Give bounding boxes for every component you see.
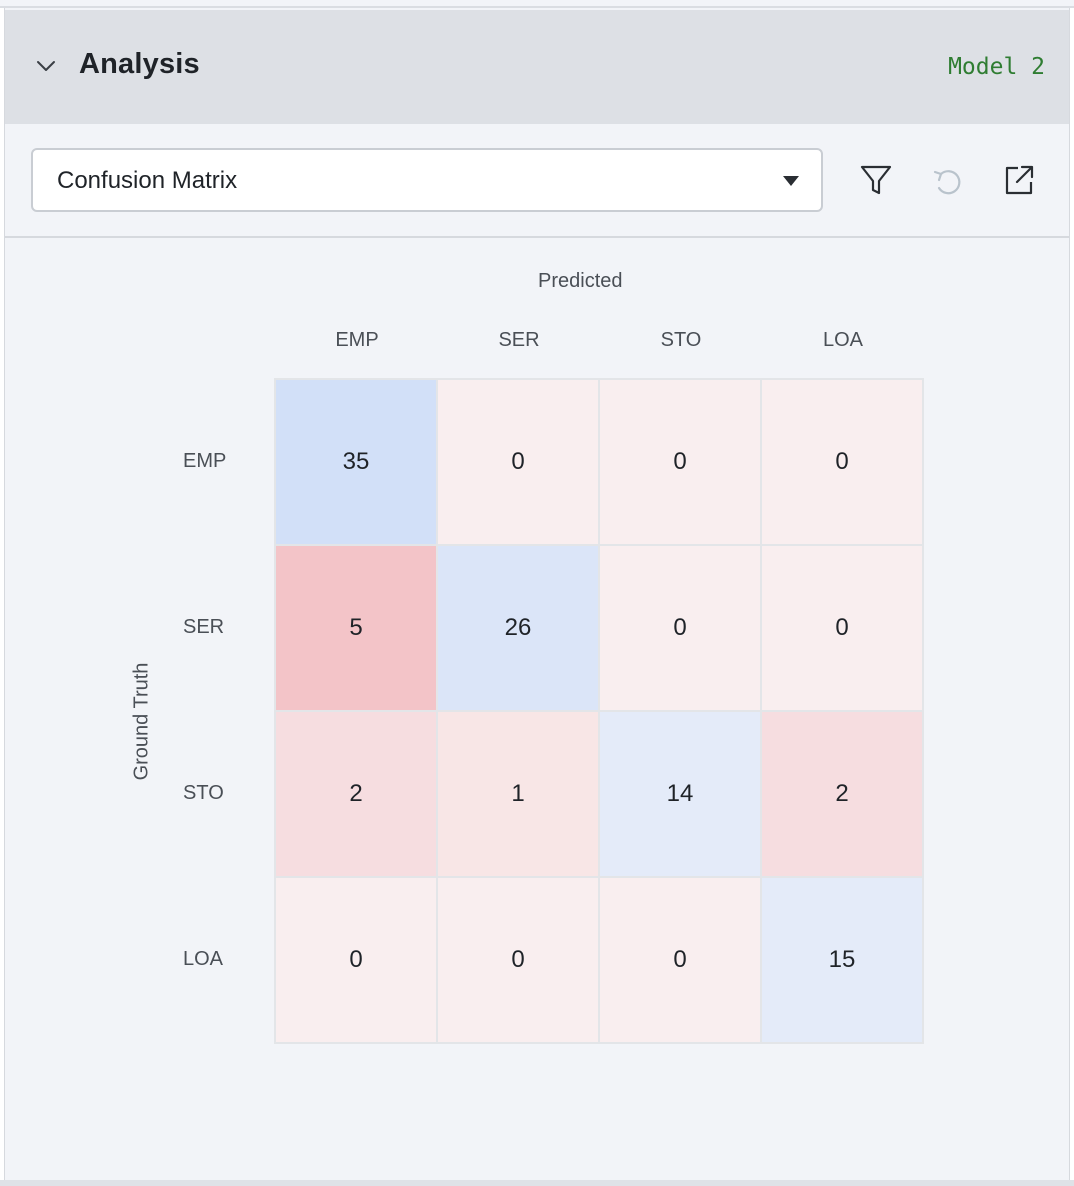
matrix-cell[interactable]: 2 [276, 712, 436, 876]
matrix-cell[interactable]: 0 [762, 546, 922, 710]
model-label: Model 2 [948, 54, 1045, 80]
col-label: SER [498, 329, 540, 351]
open-external-button[interactable] [1001, 162, 1037, 198]
matrix-cell[interactable]: 0 [438, 878, 598, 1042]
matrix-cell[interactable]: 5 [276, 546, 436, 710]
matrix-cell[interactable]: 14 [600, 712, 760, 876]
matrix-cell[interactable]: 1 [438, 712, 598, 876]
matrix-cell[interactable]: 0 [600, 380, 760, 544]
view-select[interactable]: Confusion Matrix [31, 148, 823, 212]
toolbar: Confusion Matrix [5, 124, 1069, 238]
open-external-icon [1005, 165, 1034, 195]
matrix-cell[interactable]: 35 [276, 380, 436, 544]
undo-icon [933, 170, 961, 195]
matrix-cell[interactable]: 2 [762, 712, 922, 876]
chevron-down-icon[interactable] [35, 55, 57, 77]
row-label: STO [183, 782, 224, 804]
col-label: LOA [822, 329, 864, 351]
panel-header[interactable]: Analysis Model 2 [5, 10, 1069, 124]
x-axis-label: Predicted [538, 270, 623, 292]
undo-button[interactable] [930, 162, 966, 198]
y-axis-label: Ground Truth [130, 662, 153, 781]
panel-title: Analysis [79, 48, 200, 80]
matrix-cell[interactable]: 0 [600, 546, 760, 710]
view-select-value: Confusion Matrix [57, 167, 238, 194]
row-label: SER [183, 616, 225, 638]
filter-icon [860, 165, 892, 195]
filter-button[interactable] [858, 162, 894, 198]
caret-down-icon [783, 176, 799, 186]
matrix-cell[interactable]: 0 [276, 878, 436, 1042]
col-label: STO [660, 329, 702, 351]
bottom-strip [0, 1180, 1074, 1186]
matrix-grid: 35 0 0 0 5 26 0 0 2 1 14 2 0 0 0 15 [274, 378, 924, 1044]
confusion-matrix-chart: Predicted Ground Truth EMP SER STO LOA E… [5, 240, 1069, 1180]
matrix-cell[interactable]: 15 [762, 878, 922, 1042]
matrix-cell[interactable]: 0 [438, 380, 598, 544]
col-label: EMP [335, 329, 379, 351]
matrix-cell[interactable]: 0 [600, 878, 760, 1042]
matrix-cell[interactable]: 26 [438, 546, 598, 710]
row-label: LOA [183, 948, 224, 970]
analysis-panel: Analysis Model 2 Confusion Matrix Pre [4, 8, 1070, 1182]
row-label: EMP [183, 450, 227, 472]
matrix-cell[interactable]: 0 [762, 380, 922, 544]
top-strip [0, 0, 1074, 8]
